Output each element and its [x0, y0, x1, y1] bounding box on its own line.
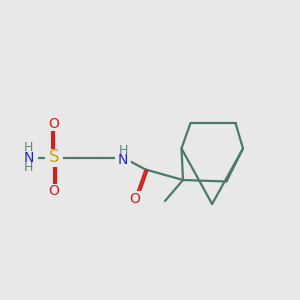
Text: S: S [49, 148, 59, 166]
Text: O: O [130, 192, 140, 206]
Text: O: O [49, 184, 59, 198]
Bar [46, 118, 62, 131]
Bar [46, 184, 62, 197]
Bar [19, 138, 38, 177]
Text: O: O [49, 117, 59, 130]
Text: N: N [118, 154, 128, 167]
Text: N: N [23, 151, 34, 164]
Text: H: H [24, 161, 33, 174]
Bar [115, 146, 131, 170]
Text: H: H [118, 144, 128, 158]
Bar [45, 148, 63, 166]
Text: H: H [24, 141, 33, 154]
Bar [128, 191, 142, 205]
